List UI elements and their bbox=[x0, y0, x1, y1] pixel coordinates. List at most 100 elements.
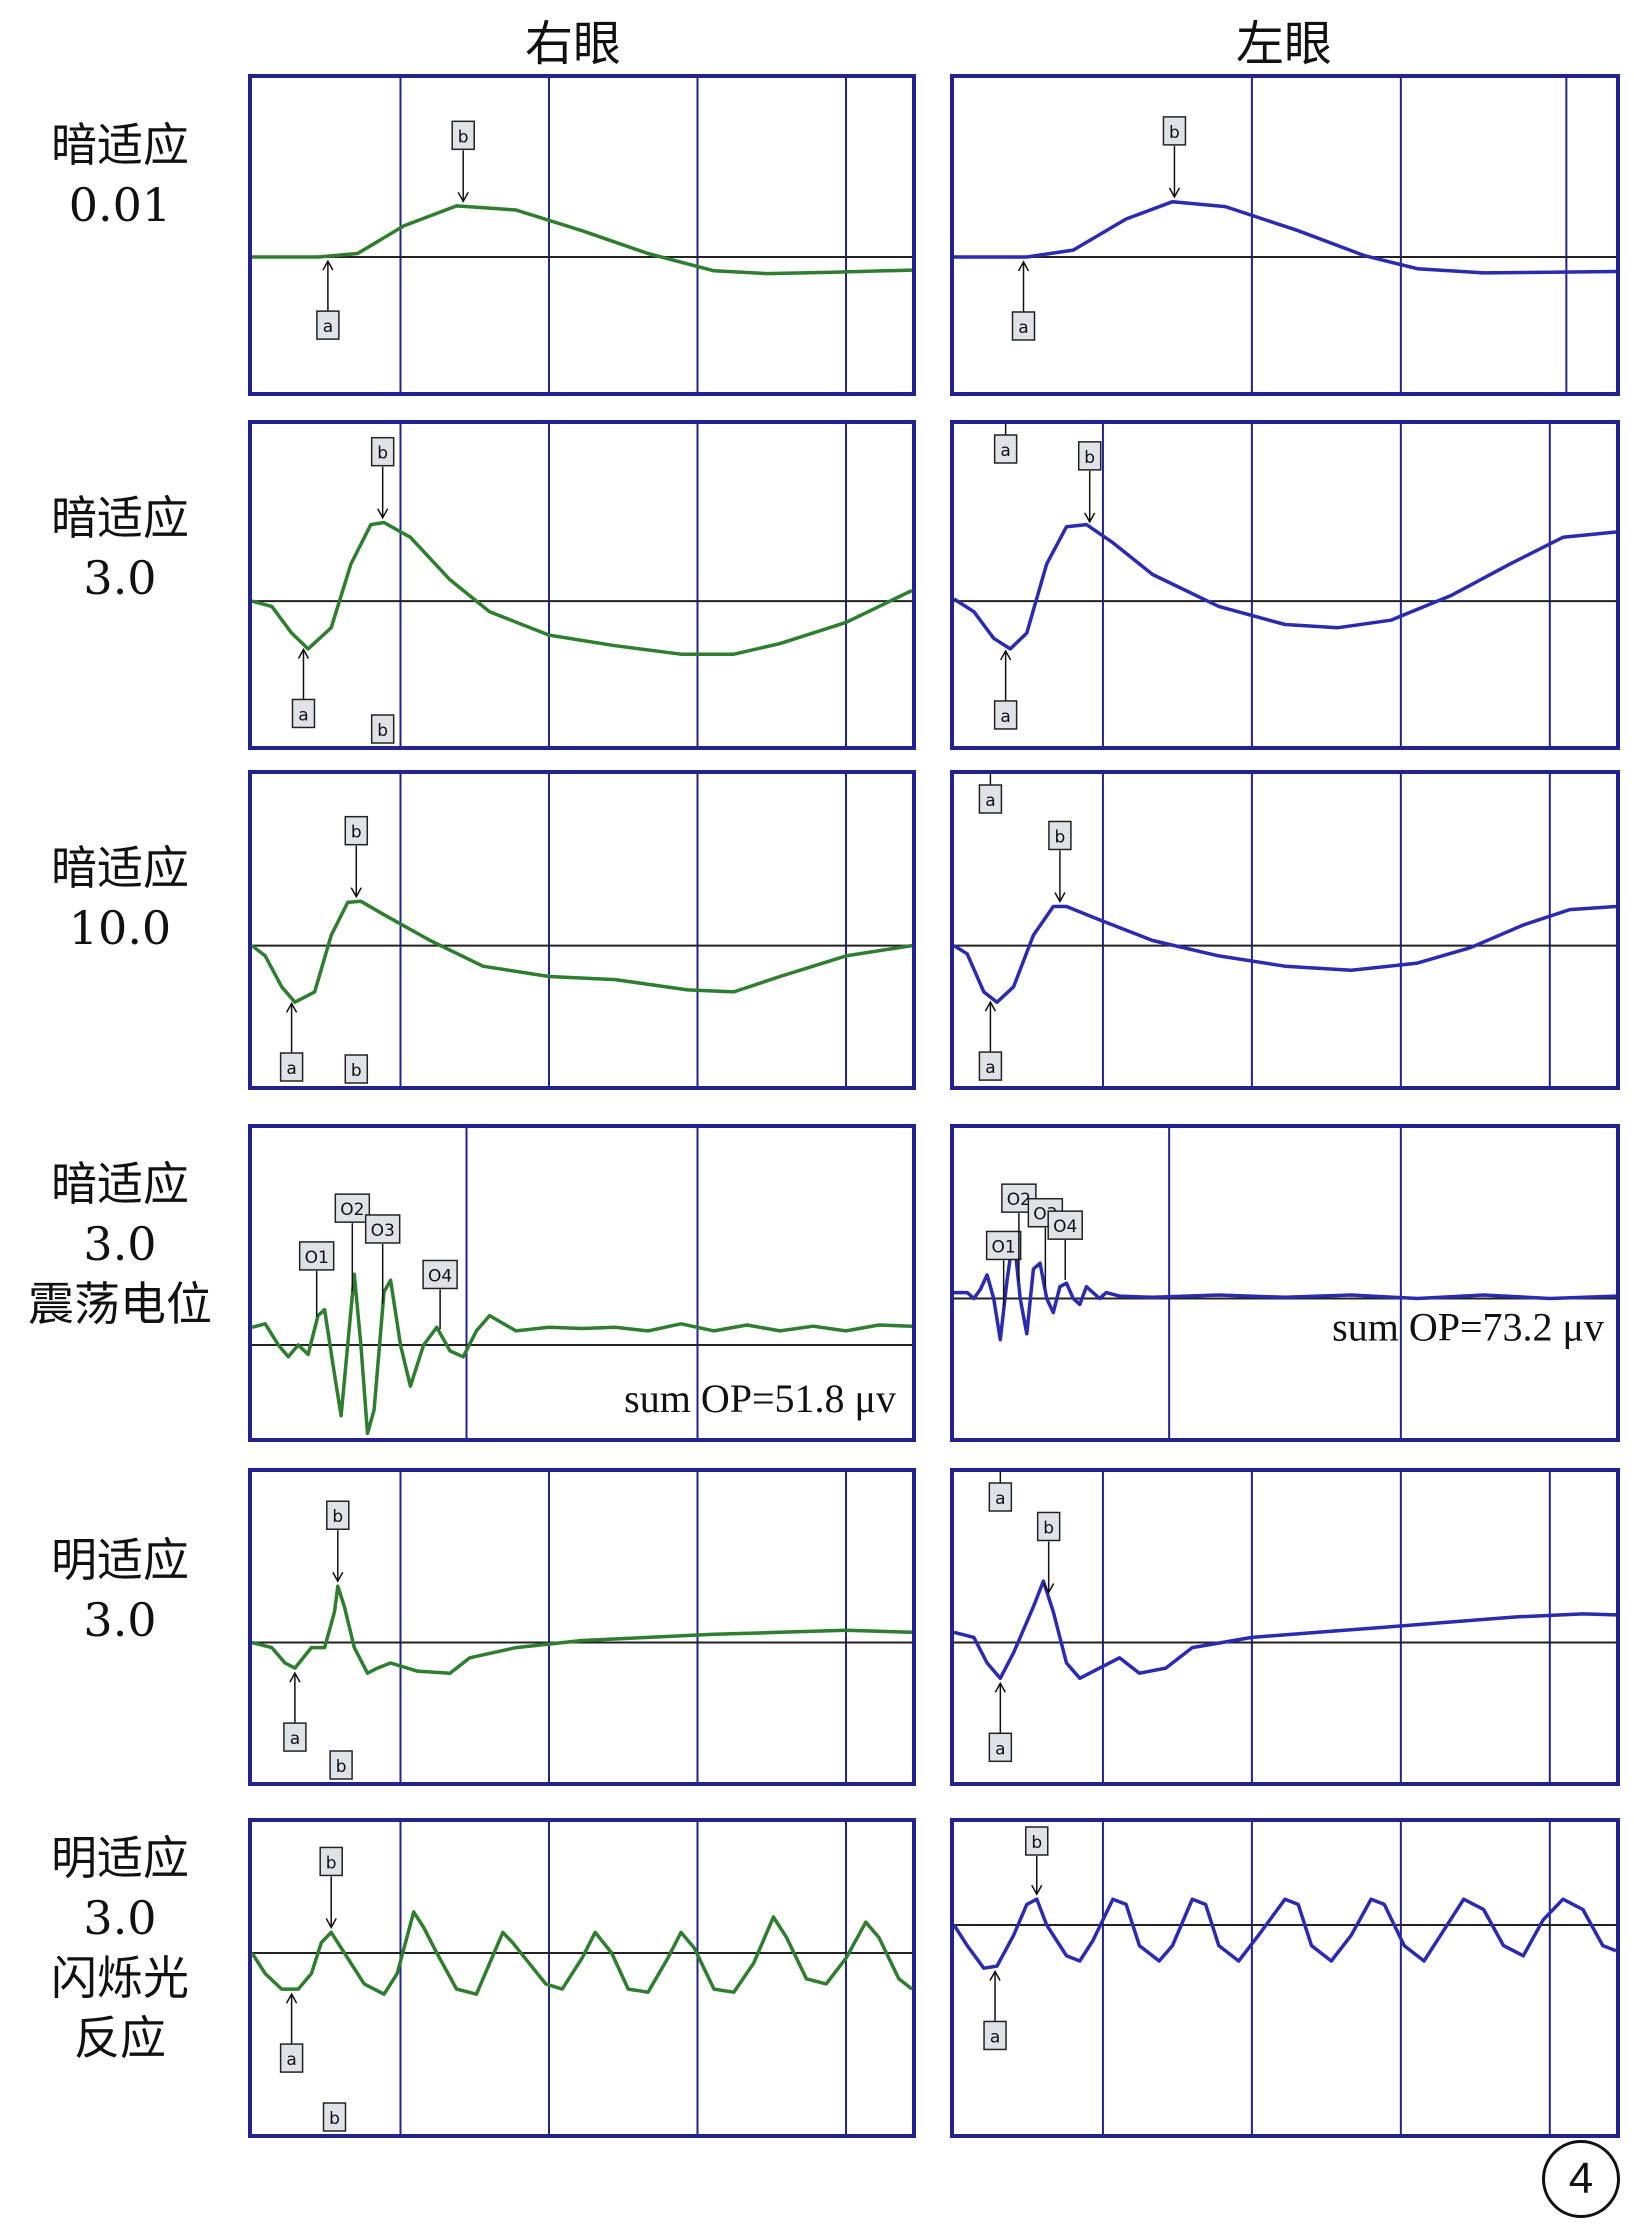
marker-label: b bbox=[336, 1757, 347, 1777]
erg-trace-right bbox=[251, 520, 913, 656]
trace-plot: O1 O2 O3 O4 sum OP=51.8 μv bbox=[251, 1128, 913, 1438]
row-label-line: 3.0 bbox=[83, 1217, 157, 1271]
marker-label: b bbox=[351, 823, 362, 843]
erg-trace-left bbox=[953, 904, 1617, 1004]
marker-top-a: a bbox=[993, 434, 1018, 464]
erg-trace-left bbox=[953, 522, 1617, 651]
arrow-head bbox=[377, 508, 389, 520]
arrow-head bbox=[285, 1001, 298, 1013]
trace-plot: b a a bbox=[953, 774, 1617, 1086]
marker-label: b bbox=[1031, 1833, 1042, 1853]
arrow-head bbox=[999, 649, 1012, 661]
marker-label: a bbox=[985, 1058, 995, 1078]
erg-panel-left-row-4: b a a bbox=[950, 1468, 1620, 1786]
row-label-line: 闪烁光 bbox=[51, 1951, 189, 2005]
marker-label: b bbox=[1055, 827, 1066, 847]
row-label-line: 0.01 bbox=[68, 178, 172, 232]
erg-trace-right bbox=[252, 204, 913, 276]
sum-op-label: sum OP=51.8 μv bbox=[624, 1376, 896, 1421]
marker-label: b bbox=[332, 1507, 343, 1527]
arrow-head bbox=[350, 887, 362, 899]
arrow-head bbox=[325, 1918, 337, 1929]
arrow-head bbox=[457, 191, 469, 203]
marker-label: a bbox=[1000, 441, 1010, 461]
marker-label: b bbox=[1043, 1518, 1054, 1538]
marker-label: a bbox=[323, 317, 333, 337]
row-label-line: 反应 bbox=[74, 2011, 166, 2065]
column-header-left-eye: 左眼 bbox=[1235, 16, 1332, 72]
erg-panel-right-row-4: b a b bbox=[248, 1468, 916, 1786]
row-label-line: 震荡电位 bbox=[28, 1277, 212, 1331]
marker-o1: O1 bbox=[985, 1230, 1022, 1261]
marker-label: O1 bbox=[305, 1248, 329, 1268]
arrow-head bbox=[989, 1969, 1001, 1981]
erg-trace-left bbox=[954, 199, 1617, 275]
sum-op-label: sum OP=73.2 μv bbox=[1332, 1305, 1604, 1350]
marker-a: a bbox=[988, 1732, 1013, 1763]
erg-panel-right-row-2: b a b bbox=[248, 770, 916, 1090]
arrow-head bbox=[322, 259, 334, 271]
marker-label: b bbox=[1084, 448, 1095, 468]
marker-top-a: a bbox=[978, 784, 1003, 814]
row-label-line: 3.0 bbox=[83, 1891, 157, 1945]
figure-number: 4 bbox=[1542, 2140, 1620, 2218]
trace-plot: b a b bbox=[251, 424, 913, 746]
marker-label: b bbox=[329, 2109, 340, 2129]
marker-a: a bbox=[993, 700, 1018, 730]
marker-label: a bbox=[990, 2027, 1000, 2047]
marker-label: O2 bbox=[340, 1200, 364, 1220]
row-label-line: 暗适应 bbox=[51, 118, 189, 172]
trace-plot: ba bbox=[954, 78, 1617, 392]
marker-label: O4 bbox=[1053, 1217, 1077, 1237]
marker-a: a bbox=[316, 310, 340, 340]
marker-o2: O2 bbox=[334, 1193, 371, 1223]
marker-o3: O3 bbox=[364, 1214, 401, 1244]
row-label: 明适应 3.0 闪烁光 反应 bbox=[0, 1828, 240, 2068]
marker-label: O4 bbox=[428, 1266, 452, 1286]
marker-bottom-b: b bbox=[322, 2102, 347, 2132]
trace-plot: b a a bbox=[953, 1472, 1617, 1782]
marker-b: b bbox=[1077, 441, 1102, 471]
erg-trace-left bbox=[952, 1897, 1617, 1970]
marker-b: b bbox=[451, 120, 475, 151]
marker-b: b bbox=[1162, 116, 1187, 146]
marker-label: a bbox=[995, 1739, 1005, 1759]
trace-plot: b a a bbox=[953, 424, 1617, 746]
marker-a: a bbox=[1011, 311, 1036, 341]
arrow-head bbox=[332, 1571, 344, 1583]
marker-a: a bbox=[291, 698, 316, 729]
marker-label: a bbox=[290, 1729, 300, 1749]
row-label-line: 10.0 bbox=[68, 901, 172, 955]
marker-b: b bbox=[370, 436, 395, 467]
trace-plot: ba bbox=[252, 78, 913, 392]
erg-trace-right bbox=[250, 1910, 914, 1996]
row-label-line: 暗适应 bbox=[51, 1157, 189, 1211]
erg-panel-left-row-2: b a a bbox=[950, 770, 1620, 1090]
marker-top-a: a bbox=[988, 1482, 1013, 1512]
marker-label: b bbox=[377, 444, 388, 464]
trace-plot: b a b bbox=[251, 1472, 913, 1782]
marker-a: a bbox=[983, 2020, 1007, 2051]
row-label: 暗适应 3.0 震荡电位 bbox=[0, 1154, 240, 1334]
marker-bottom-b: b bbox=[329, 1750, 353, 1780]
marker-b: b bbox=[1025, 1826, 1049, 1856]
marker-label: a bbox=[298, 705, 308, 725]
marker-label: a bbox=[286, 2050, 296, 2070]
arrow-head bbox=[1084, 512, 1096, 524]
trace-plot: b a b bbox=[250, 1822, 914, 2134]
marker-label: a bbox=[1000, 707, 1010, 727]
arrow-head bbox=[994, 1681, 1006, 1693]
erg-trace-right bbox=[251, 1584, 913, 1675]
marker-label: O1 bbox=[992, 1237, 1016, 1257]
erg-panel-right-row-3: O1 O2 O3 O4 sum OP=51.8 μv bbox=[248, 1124, 916, 1442]
row-label: 暗适应 3.0 bbox=[0, 488, 240, 608]
arrow-head bbox=[984, 1000, 997, 1012]
erg-trace-left bbox=[953, 1579, 1617, 1681]
marker-o1: O1 bbox=[298, 1241, 335, 1271]
marker-label: b bbox=[458, 127, 469, 147]
